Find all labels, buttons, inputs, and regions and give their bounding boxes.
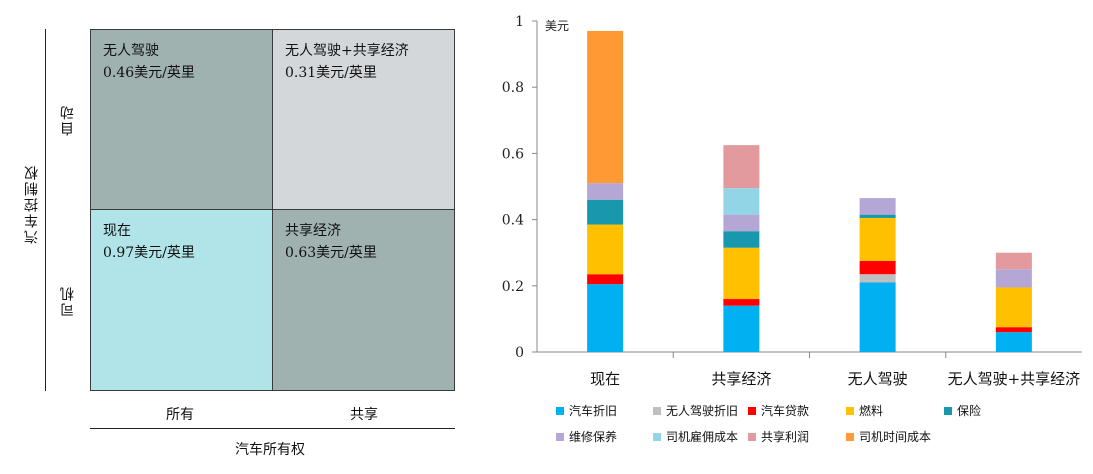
legend-swatch [653, 432, 661, 441]
legend-label: 司机时间成本 [859, 430, 932, 444]
bar-segment [587, 284, 624, 352]
bar-segment [723, 214, 760, 232]
category-label: 无人驾驶+共享经济 [948, 370, 1081, 388]
col-label-shared: 共享 [350, 407, 378, 423]
legend-swatch [556, 406, 564, 415]
legend-swatch [748, 432, 756, 441]
y-tick-label: 0.8 [502, 80, 524, 96]
bar-segment [723, 231, 760, 248]
cell-title: 共享经济 [285, 223, 341, 239]
y-tick-label: 1 [515, 14, 524, 30]
legend-item: 无人驾驶折旧 [653, 402, 738, 419]
legend-item: 汽车贷款 [748, 402, 809, 419]
bar-segment [723, 299, 760, 306]
bar-segment [587, 183, 624, 200]
legend-item: 汽车折旧 [556, 402, 617, 419]
bar-segment [859, 214, 896, 218]
category-label: 现在 [590, 370, 620, 388]
legend-item: 司机雇佣成本 [653, 428, 738, 445]
bar-segment [995, 287, 1032, 328]
legend-label: 维修保养 [569, 430, 618, 444]
y-tick-label: 0 [515, 345, 524, 361]
bar-segment [723, 188, 760, 215]
legend-label: 无人驾驶折旧 [666, 404, 739, 418]
legend-swatch [846, 432, 854, 441]
matrix-cell-driver-shared: 共享经济 0.63美元/英里 [272, 209, 455, 391]
matrix-cell-autonomous-own: 无人驾驶 0.46美元/英里 [90, 29, 273, 210]
category-label: 无人驾驶 [848, 370, 908, 388]
legend-item: 燃料 [846, 402, 883, 419]
bar-segment [723, 247, 760, 300]
legend-swatch [653, 406, 661, 415]
legend-item: 共享利润 [748, 428, 809, 445]
legend-swatch [748, 406, 756, 415]
y-tick-label: 0.6 [502, 146, 524, 162]
bar-segment [859, 217, 896, 261]
bar-segment [587, 199, 624, 225]
bar-segment [995, 332, 1032, 352]
bar-segment [995, 252, 1032, 270]
bar-segment [587, 30, 624, 184]
legend-label: 保险 [957, 404, 982, 418]
bar-segment [587, 224, 624, 275]
cell-cost: 0.31美元/英里 [285, 65, 377, 81]
bar-segment [859, 198, 896, 215]
cell-title: 现在 [103, 223, 131, 239]
cost-stacked-bar-chart: 0 0.2 0.4 0.6 0.8 1 现在 共享经济 无人驾驶 无人驾驶+共享经济 美元 [502, 14, 1082, 388]
legend-label: 汽车贷款 [761, 404, 810, 418]
y-tick-label: 0.2 [502, 279, 524, 295]
legend-item: 维修保养 [556, 428, 617, 445]
bar-segment [995, 327, 1032, 333]
bar-segment [723, 145, 760, 189]
legend-label: 汽车折旧 [569, 404, 618, 418]
col-label-own: 所有 [166, 407, 194, 423]
legend-label: 燃料 [859, 404, 884, 418]
legend-item: 司机时间成本 [846, 428, 931, 445]
legend-label: 司机雇佣成本 [666, 430, 739, 444]
cell-cost: 0.63美元/英里 [285, 245, 377, 261]
bar-segment [859, 274, 896, 283]
cell-cost: 0.97美元/英里 [103, 245, 195, 261]
cell-cost: 0.46美元/英里 [103, 65, 195, 81]
legend-swatch [846, 406, 854, 415]
legend-swatch [944, 406, 952, 415]
legend-label: 共享利润 [761, 430, 810, 444]
bar-segment [995, 269, 1032, 288]
matrix-cell-autonomous-shared: 无人驾驶+共享经济 0.31美元/英里 [272, 29, 455, 210]
matrix-cell-driver-own: 现在 0.97美元/英里 [90, 209, 273, 391]
legend-item: 保险 [944, 402, 981, 419]
bar-segment [587, 274, 624, 285]
bar-segment [723, 305, 760, 352]
bar-segment [859, 260, 896, 275]
x-axis-title: 汽车所有权 [235, 442, 305, 458]
bar-segment [859, 282, 896, 352]
cell-title: 无人驾驶+共享经济 [285, 43, 409, 59]
x-axis-line [90, 428, 455, 429]
cell-title: 无人驾驶 [103, 43, 159, 59]
unit-label: 美元 [545, 19, 569, 33]
y-tick-label: 0.4 [502, 213, 524, 229]
legend-swatch [556, 432, 564, 441]
category-label: 共享经济 [711, 370, 771, 388]
y-axis-line [45, 29, 46, 391]
